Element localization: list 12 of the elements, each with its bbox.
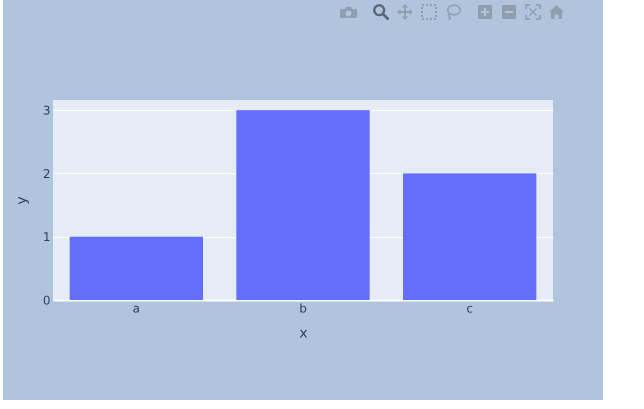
y-tick-label: 3 [42,104,50,118]
y-tick-label: 2 [42,166,50,181]
y-tick-label: 0 [42,294,50,308]
y-tick-label: 1 [42,230,50,244]
bar [236,110,370,300]
bar [70,236,203,300]
x-tick-label: b [299,302,307,316]
bar [403,173,536,300]
y-axis-title: y [14,196,30,205]
x-tick-label: c [466,302,473,316]
x-axis-title: x [299,326,308,342]
x-tick-label: a [132,302,140,316]
